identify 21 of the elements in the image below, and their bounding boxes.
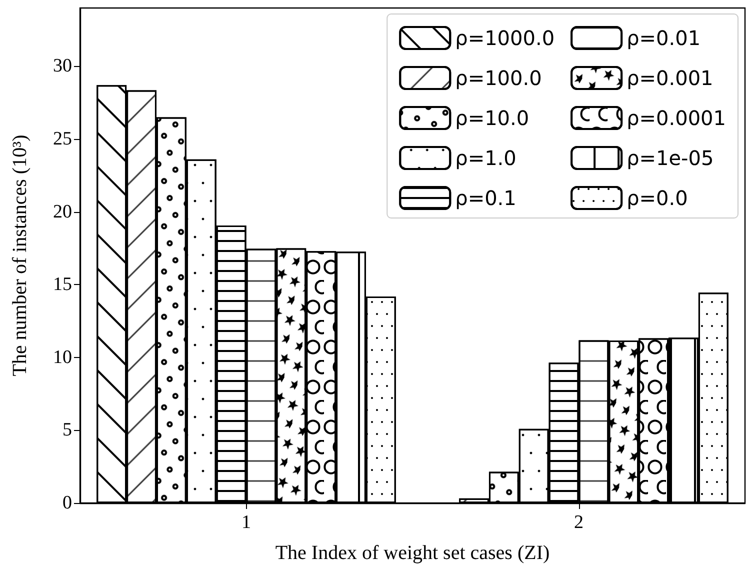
y-tick-label: 10 bbox=[53, 346, 72, 368]
legend-label: ρ=0.001 bbox=[626, 66, 714, 90]
legend-label: ρ=0.01 bbox=[626, 26, 701, 50]
x-tick-label: 1 bbox=[242, 512, 251, 533]
legend-label: ρ=10.0 bbox=[455, 106, 530, 130]
y-tick-label: 0 bbox=[62, 492, 72, 514]
y-axis-title: The number of instances (10³) bbox=[9, 134, 31, 376]
x-tick-label: 2 bbox=[574, 512, 584, 533]
legend-label: ρ=1.0 bbox=[455, 146, 516, 170]
y-tick-label: 20 bbox=[53, 201, 72, 222]
x-axis-title: The Index of weight set cases (ZI) bbox=[275, 542, 550, 564]
y-tick-label: 25 bbox=[53, 128, 72, 150]
legend-label: ρ=1e-05 bbox=[626, 146, 714, 170]
legend-label: ρ=100.0 bbox=[455, 66, 542, 90]
legend-label: ρ=0.0001 bbox=[626, 106, 726, 130]
legend-label: ρ=1000.0 bbox=[455, 26, 555, 50]
y-tick-label: 5 bbox=[62, 420, 72, 441]
y-tick-label: 15 bbox=[53, 274, 72, 296]
y-tick-label: 30 bbox=[53, 56, 72, 77]
legend-label: ρ=0.0 bbox=[626, 186, 688, 210]
legend-label: ρ=0.1 bbox=[455, 186, 516, 210]
